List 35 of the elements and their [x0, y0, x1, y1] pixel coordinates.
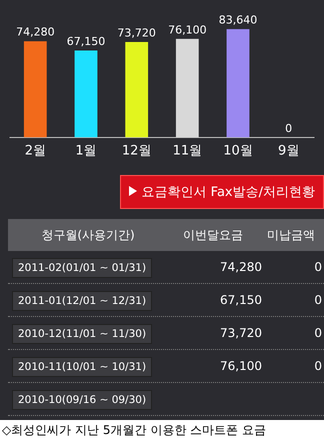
- x-tick-label: 9월: [278, 144, 300, 159]
- bar: [24, 41, 47, 138]
- bar: [176, 38, 199, 138]
- data-label: 76,100: [168, 23, 207, 36]
- text: 2011-01(12/01 ~ 12/31): [12, 291, 152, 311]
- text: 요금확인서 Fax발송/처리현황: [142, 185, 315, 200]
- text: 0: [313, 260, 322, 274]
- data-label: 0: [285, 122, 292, 135]
- text: 이번달요금: [182, 226, 244, 244]
- text: 73,720: [219, 326, 263, 340]
- bar: [74, 50, 98, 138]
- data-label: 67,150: [66, 34, 106, 48]
- text: 2010-10(09/16 ~ 09/30): [12, 390, 152, 410]
- x-tick-label: 2월: [24, 144, 46, 159]
- x-tick-label: 10월: [223, 144, 253, 159]
- text: 청구월(사용기간): [40, 226, 136, 244]
- data-label: 73,720: [117, 26, 156, 40]
- text: 2010-12(11/01 ~ 11/30): [12, 324, 152, 344]
- text: 0: [313, 359, 322, 373]
- text: 0: [313, 326, 322, 340]
- bar: [125, 42, 148, 138]
- x-tick-label: 1월: [75, 144, 97, 159]
- text: 76,100: [219, 359, 263, 373]
- text: 67,150: [219, 293, 263, 307]
- text: 0: [313, 293, 322, 307]
- text: 2010-11(10/01 ~ 10/31): [12, 357, 152, 377]
- x-tick-label: 12월: [122, 144, 152, 159]
- x-tick-label: 11월: [172, 144, 202, 159]
- text: 미납금액: [266, 226, 316, 244]
- text: 2011-02(01/01 ~ 01/31): [12, 258, 152, 278]
- data-label: 83,640: [218, 14, 258, 27]
- text: 74,280: [219, 260, 263, 274]
- bar: [226, 29, 250, 138]
- text: ◇최성인씨가 지난 5개월간 이용한 스마트폰 요금: [1, 422, 267, 439]
- data-label: 74,280: [16, 26, 55, 39]
